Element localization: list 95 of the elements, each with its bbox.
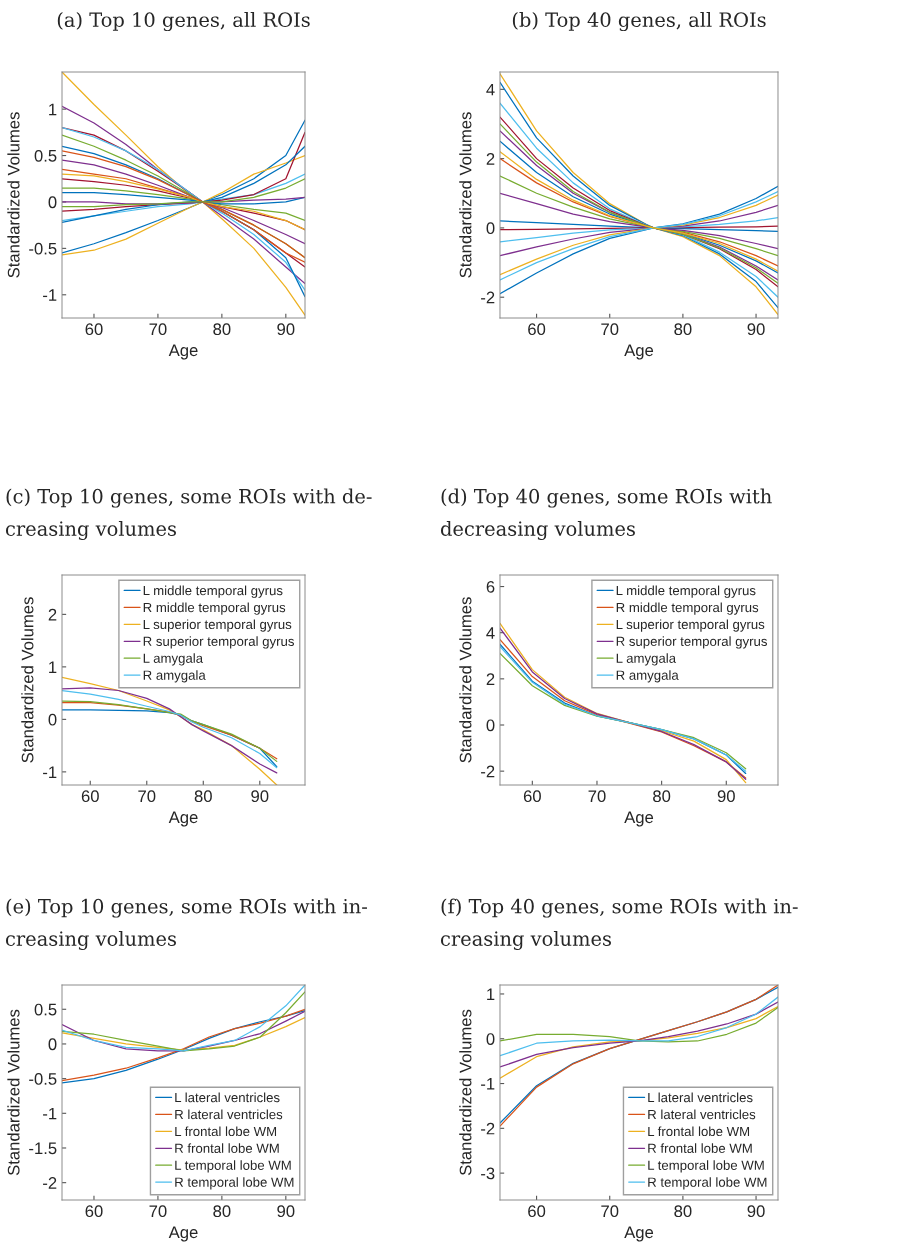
x-axis-title: Age <box>624 344 654 360</box>
legend-label: L lateral ventricles <box>648 1092 753 1103</box>
chart-title: (a) Top 10 genes, all ROIs <box>57 12 310 32</box>
legend-label: R lateral ventricles <box>175 1109 283 1120</box>
y-axis-title: Standardized Volumes <box>459 1009 472 1176</box>
y-tick-label: -2 <box>481 765 495 778</box>
legend-label: R lateral ventricles <box>648 1109 756 1120</box>
legend-label: R frontal lobe WM <box>175 1143 279 1153</box>
y-tick-label: 0.5 <box>34 149 57 162</box>
legend-label: L middle temporal gyrus <box>143 585 283 598</box>
legend-label: L frontal lobe WM <box>175 1126 277 1137</box>
chart-title: (f) Top 40 genes, some ROIs with in- creasing volumes <box>440 898 798 950</box>
x-tick-label: 80 <box>653 790 671 803</box>
x-tick-label: 70 <box>601 323 619 336</box>
y-tick-label: -2 <box>481 291 495 304</box>
y-tick-label: 0 <box>486 719 495 732</box>
chart-title: (c) Top 10 genes, some ROIs with de- creasing volumes <box>5 488 372 540</box>
y-tick-label: 2 <box>48 608 57 621</box>
legend-label: R temporal lobe WM <box>175 1177 294 1190</box>
y-tick-label: 2 <box>486 673 495 685</box>
legend-label: L frontal lobe WM <box>648 1126 750 1137</box>
x-tick-label: 80 <box>674 323 692 336</box>
y-tick-label: 0 <box>48 713 57 726</box>
x-axis-title: Age <box>168 811 198 827</box>
legend-label: L amygala <box>143 653 204 666</box>
legend-label: L superior temporal gyrus <box>143 619 292 632</box>
x-tick-label: 70 <box>138 790 156 803</box>
y-tick-label: 0 <box>48 1038 57 1051</box>
legend-label: R middle temporal gyrus <box>143 602 286 615</box>
x-tick-label: 60 <box>85 1205 103 1218</box>
x-tick-label: 60 <box>81 790 99 803</box>
chart-title: (b) Top 40 genes, all ROIs <box>512 12 766 32</box>
y-tick-label: -1 <box>481 1078 495 1090</box>
y-tick-label: -3 <box>481 1167 495 1180</box>
y-tick-label: 4 <box>486 627 495 639</box>
y-tick-label: -0.5 <box>29 242 57 255</box>
y-tick-label: 0.5 <box>34 1003 57 1016</box>
y-tick-label: -1 <box>43 766 57 778</box>
legend-label: L temporal lobe WM <box>648 1160 764 1173</box>
y-tick-label: -2 <box>43 1177 57 1189</box>
legend-label: R amygala <box>616 670 679 683</box>
x-tick-label: 90 <box>251 790 269 803</box>
y-tick-label: 1 <box>49 661 57 673</box>
legend-label: R middle temporal gyrus <box>616 602 759 615</box>
y-axis-title: Standardized Volumes <box>7 1009 20 1176</box>
x-tick-label: 90 <box>277 323 295 336</box>
chart-title: (e) Top 10 genes, some ROIs with in- creasing volumes <box>5 898 367 950</box>
legend-label: L middle temporal gyrus <box>616 585 756 598</box>
x-tick-label: 80 <box>213 1205 231 1218</box>
x-tick-label: 60 <box>523 790 541 803</box>
x-tick-label: 70 <box>601 1205 619 1218</box>
legend-label: L superior temporal gyrus <box>616 619 765 632</box>
y-tick-label: 0 <box>486 222 495 235</box>
legend-label: R amygala <box>143 670 206 683</box>
y-tick-label: 4 <box>486 83 495 96</box>
y-tick-label: 0 <box>486 1033 495 1045</box>
x-tick-label: 70 <box>149 323 167 336</box>
y-tick-label: -2 <box>481 1122 495 1135</box>
x-tick-label: 90 <box>747 1205 765 1218</box>
y-tick-label: -1 <box>43 1107 57 1120</box>
legend-label: L lateral ventricles <box>175 1092 280 1103</box>
x-tick-label: 90 <box>717 790 735 803</box>
y-tick-label: 6 <box>486 580 495 593</box>
legend-label: R superior temporal gyrus <box>143 636 294 649</box>
y-tick-label: -1.5 <box>29 1142 57 1155</box>
y-tick-label: 0 <box>48 196 57 209</box>
x-tick-label: 70 <box>588 790 606 803</box>
y-tick-label: -0.5 <box>29 1073 57 1085</box>
x-axis-title: Age <box>168 1226 198 1242</box>
x-axis-title: Age <box>624 811 654 827</box>
x-tick-label: 60 <box>528 323 546 336</box>
y-axis-title: Standardized Volumes <box>7 112 20 278</box>
y-tick-label: -1 <box>43 289 57 301</box>
y-axis-title: Standardized Volumes <box>21 597 34 763</box>
x-tick-label: 60 <box>528 1205 546 1218</box>
x-tick-label: 80 <box>213 323 231 336</box>
x-tick-label: 60 <box>85 323 103 336</box>
legend-label: L temporal lobe WM <box>175 1160 291 1173</box>
chart-title: (d) Top 40 genes, some ROIs with decreasing volumes <box>440 488 772 540</box>
legend-label: L amygala <box>616 653 677 666</box>
y-tick-label: 2 <box>486 153 495 165</box>
x-tick-label: 90 <box>277 1205 295 1218</box>
x-axis-title: Age <box>168 344 198 360</box>
x-tick-label: 90 <box>747 323 765 336</box>
y-axis-title: Standardized Volumes <box>459 112 472 278</box>
y-tick-label: 1 <box>487 988 495 1000</box>
x-tick-label: 80 <box>194 790 212 803</box>
legend-label: R temporal lobe WM <box>648 1177 767 1190</box>
x-tick-label: 70 <box>149 1205 167 1218</box>
legend-label: R superior temporal gyrus <box>616 636 767 649</box>
y-axis-title: Standardized Volumes <box>459 597 472 763</box>
x-axis-title: Age <box>624 1226 654 1242</box>
x-tick-label: 80 <box>674 1205 692 1218</box>
legend-label: R frontal lobe WM <box>648 1143 752 1153</box>
y-tick-label: 1 <box>49 103 57 116</box>
